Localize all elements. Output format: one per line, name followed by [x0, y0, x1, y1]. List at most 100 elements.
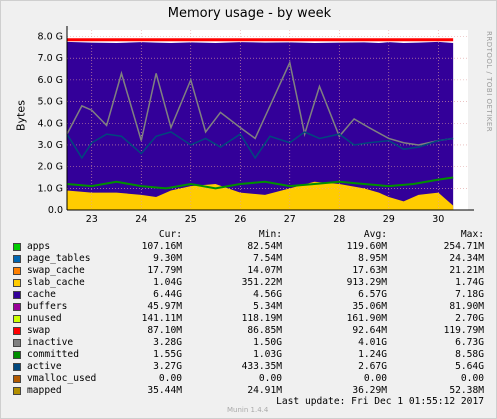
- legend-min-value: 433.35M: [241, 361, 282, 372]
- legend-header: Cur: Min: Avg: Max:: [13, 229, 487, 241]
- legend-min-value: 5.34M: [253, 301, 282, 312]
- legend-max-value: 21.21M: [449, 265, 484, 276]
- legend-row-unused: unused 141.11M 118.19M 161.90M 2.70G: [13, 313, 487, 325]
- legend-row-inactive: inactive 3.28G 1.50G 4.01G 6.73G: [13, 337, 487, 349]
- legend-cur-value: 6.44G: [153, 289, 182, 300]
- y-tick-label: 4.0 G: [38, 118, 64, 129]
- legend-series-name: inactive: [27, 337, 74, 348]
- legend-min-value: 14.07M: [247, 265, 282, 276]
- legend-cur-value: 1.04G: [153, 277, 182, 288]
- legend-swatch: [13, 351, 21, 359]
- legend-series-name: mapped: [27, 385, 62, 396]
- legend-series-name: page_tables: [27, 253, 91, 264]
- legend-swatch: [13, 255, 21, 263]
- series-area-slab-cache: [67, 181, 454, 210]
- legend-avg-value: 17.63M: [352, 265, 387, 276]
- legend-series-name: unused: [27, 313, 62, 324]
- legend-row-swap: swap 87.10M 86.85M 92.64M 119.79M: [13, 325, 487, 337]
- y-tick-label: 8.0 G: [38, 32, 64, 43]
- legend-cur-value: 9.30M: [153, 253, 182, 264]
- legend-swatch: [13, 291, 21, 299]
- x-tick-label: 23: [86, 214, 98, 225]
- legend-swatch: [13, 303, 21, 311]
- legend-row-apps: apps 107.16M 82.54M 119.60M 254.71M: [13, 241, 487, 253]
- legend-max-value: 52.38M: [449, 385, 484, 396]
- legend-series-name: active: [27, 361, 62, 372]
- legend-avg-value: 1.24G: [358, 349, 387, 360]
- legend-cur-value: 0.00: [158, 373, 182, 384]
- x-tick-label: 25: [185, 214, 197, 225]
- legend: Cur: Min: Avg: Max: apps 107.16M 82.54M 119…: [13, 229, 487, 397]
- legend-header-max: Max:: [460, 229, 484, 240]
- legend-cur-value: 3.28G: [153, 337, 182, 348]
- munin-version: Munin 1.4.4: [227, 406, 269, 414]
- legend-avg-value: 161.90M: [346, 313, 387, 324]
- legend-series-name: slab_cache: [27, 277, 85, 288]
- legend-min-value: 118.19M: [241, 313, 282, 324]
- legend-series-name: swap_cache: [27, 265, 85, 276]
- legend-avg-value: 2.67G: [358, 361, 387, 372]
- legend-max-value: 6.73G: [455, 337, 484, 348]
- legend-max-value: 24.34M: [449, 253, 484, 264]
- legend-min-value: 351.22M: [241, 277, 282, 288]
- legend-min-value: 0.00: [258, 373, 282, 384]
- legend-cur-value: 87.10M: [147, 325, 182, 336]
- legend-cur-value: 45.97M: [147, 301, 182, 312]
- legend-cur-value: 35.44M: [147, 385, 182, 396]
- legend-swatch: [13, 267, 21, 275]
- series-line-active: [66, 131, 454, 160]
- legend-avg-value: 119.60M: [346, 241, 387, 252]
- legend-min-value: 4.56G: [253, 289, 282, 300]
- legend-avg-value: 6.57G: [358, 289, 387, 300]
- legend-min-value: 7.54M: [253, 253, 282, 264]
- y-tick-label: 2.0 G: [38, 162, 64, 173]
- legend-max-value: 7.18G: [455, 289, 484, 300]
- legend-swatch: [13, 339, 21, 347]
- memory-chart: 0.0 1.0 G 2.0 G 3.0 G 4.0 G 5.0 G 6.0 G 7.0 G 8.…: [38, 26, 474, 225]
- legend-row-slab-cache: slab_cache 1.04G 351.22M 913.29M 1.74G: [13, 277, 487, 289]
- legend-series-name: vmalloc_used: [27, 373, 97, 384]
- legend-row-mapped: mapped 35.44M 24.91M 36.29M 52.38M: [13, 385, 487, 397]
- legend-swatch: [13, 363, 21, 371]
- y-tick-label: 3.0 G: [38, 140, 64, 151]
- legend-min-value: 1.50G: [253, 337, 282, 348]
- legend-swatch: [13, 375, 21, 383]
- legend-cur-value: 3.27G: [153, 361, 182, 372]
- x-tick-label: 26: [234, 214, 246, 225]
- legend-swatch: [13, 387, 21, 395]
- legend-series-name: buffers: [27, 301, 68, 312]
- legend-row-active: active 3.27G 433.35M 2.67G 5.64G: [13, 361, 487, 373]
- legend-max-value: 254.71M: [443, 241, 484, 252]
- legend-row-buffers: buffers 45.97M 5.34M 35.06M 81.90M: [13, 301, 487, 313]
- legend-avg-value: 36.29M: [352, 385, 387, 396]
- series-line-inactive: [66, 60, 454, 146]
- legend-max-value: 119.79M: [443, 325, 484, 336]
- legend-header-min: Min:: [258, 229, 282, 240]
- legend-min-value: 1.03G: [253, 349, 282, 360]
- legend-avg-value: 92.64M: [352, 325, 387, 336]
- rrdtool-side-label: RRDTOOL / TOBI OETIKER: [485, 31, 493, 133]
- legend-series-name: cache: [27, 289, 56, 300]
- x-tick-label: 28: [333, 214, 345, 225]
- legend-row-cache: cache 6.44G 4.56G 6.57G 7.18G: [13, 289, 487, 301]
- legend-cur-value: 1.55G: [153, 349, 182, 360]
- legend-cur-value: 141.11M: [141, 313, 182, 324]
- legend-header-avg: Avg:: [363, 229, 387, 240]
- legend-min-value: 82.54M: [247, 241, 282, 252]
- legend-min-value: 24.91M: [247, 385, 282, 396]
- legend-max-value: 8.58G: [455, 349, 484, 360]
- legend-swatch: [13, 315, 21, 323]
- legend-row-committed: committed 1.55G 1.03G 1.24G 8.58G: [13, 349, 487, 361]
- legend-max-value: 5.64G: [455, 361, 484, 372]
- last-update: Last update: Fri Dec 1 01:55:12 2017: [276, 396, 484, 407]
- legend-cur-value: 107.16M: [141, 241, 182, 252]
- y-tick-label: 6.0 G: [38, 75, 64, 86]
- legend-series-name: committed: [27, 349, 79, 360]
- legend-row-swap-cache: swap_cache 17.79M 14.07M 17.63M 21.21M: [13, 265, 487, 277]
- legend-header-cur: Cur:: [158, 229, 182, 240]
- legend-row-vmalloc-used: vmalloc_used 0.00 0.00 0.00 0.00: [13, 373, 487, 385]
- legend-swatch: [13, 327, 21, 335]
- legend-max-value: 1.74G: [455, 277, 484, 288]
- series-line-committed: [66, 176, 454, 190]
